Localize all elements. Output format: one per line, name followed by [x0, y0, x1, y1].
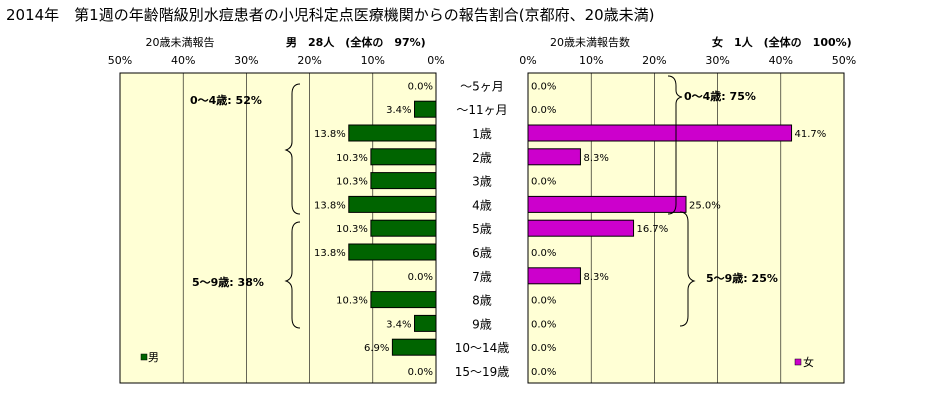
male-annotation-5-9: 5〜9歳: 38% [192, 275, 264, 289]
category-label: 10〜14歳 [455, 341, 510, 355]
category-label: 8歳 [472, 294, 492, 308]
female-bracket-0-4 [667, 75, 683, 215]
male-legend-swatch [140, 353, 148, 361]
female-header-label: 20歳未満報告数 [550, 36, 630, 49]
male-bar [348, 195, 437, 213]
female-tick-label: 40% [769, 54, 793, 67]
category-label: 7歳 [472, 270, 492, 284]
male-tick-label: 10% [361, 54, 385, 67]
data-labels: 0.0% 0.0% 3.4% 0.0% 13.8% 41.7% 10.3% 8.3% 10.3%… [314, 81, 826, 378]
female-summary: 女 1人 (全体の 100%) [712, 35, 852, 49]
female-data-label: 8.3% [583, 272, 608, 283]
female-data-label: 0.0% [531, 296, 556, 307]
male-data-label: 10.3% [336, 153, 368, 164]
category-label: 9歳 [472, 317, 492, 331]
female-bar [527, 195, 687, 213]
female-data-label: 16.7% [637, 224, 669, 235]
male-data-label: 10.3% [336, 296, 368, 307]
female-tick-label: 0% [519, 54, 536, 67]
male-tick-label: 50% [108, 54, 132, 67]
chart-title: 2014年 第1週の年齢階級別水痘患者の小児科定点医療機関からの報告割合(京都府… [6, 6, 655, 24]
female-data-label: 25.0% [689, 200, 721, 211]
male-tick-label: 20% [297, 54, 321, 67]
male-bracket-0-4 [284, 83, 301, 215]
male-annotation-0-4: 0〜4歳: 52% [190, 93, 262, 107]
male-bar [414, 100, 437, 118]
male-bracket-5-9 [284, 221, 301, 329]
male-data-label: 10.3% [336, 224, 368, 235]
category-label: 〜5ヶ月 [460, 79, 504, 93]
male-summary: 男 28人 (全体の 97%) [286, 35, 426, 49]
category-label: 2歳 [472, 151, 492, 165]
male-bar [370, 172, 437, 190]
male-bar [370, 219, 437, 237]
category-label: 6歳 [472, 246, 492, 260]
category-label: 1歳 [472, 127, 492, 141]
male-data-label: 0.0% [408, 81, 433, 92]
category-label: 15〜19歳 [455, 365, 510, 379]
male-bar [370, 291, 437, 309]
female-bracket-5-9 [679, 211, 696, 327]
female-legend-label: 女 [803, 355, 814, 369]
male-data-label: 13.8% [314, 248, 346, 259]
female-data-label: 0.0% [531, 367, 556, 378]
female-bar [527, 148, 581, 166]
female-data-label: 0.0% [531, 81, 556, 92]
female-data-label: 0.0% [531, 105, 556, 116]
male-bar [370, 148, 437, 166]
female-legend-swatch [794, 358, 802, 366]
male-bar [348, 124, 437, 142]
male-header-label: 20歳未満報告 [146, 36, 215, 49]
female-bar [527, 267, 581, 285]
category-label: 3歳 [472, 175, 492, 189]
female-data-label: 0.0% [531, 248, 556, 259]
bars [348, 100, 793, 356]
male-data-label: 0.0% [408, 367, 433, 378]
female-bar [527, 124, 793, 142]
female-data-label: 8.3% [583, 153, 608, 164]
male-tick-label: 40% [171, 54, 195, 67]
male-legend-label: 男 [148, 351, 159, 364]
category-label: 5歳 [472, 222, 492, 236]
category-label: 〜11ヶ月 [456, 103, 507, 117]
female-data-label: 0.0% [531, 177, 556, 188]
male-data-label: 3.4% [386, 105, 411, 116]
female-annotation-0-4: 0〜4歳: 75% [684, 89, 756, 103]
female-annotation-5-9: 5〜9歳: 25% [706, 271, 778, 285]
category-label: 4歳 [472, 198, 492, 212]
male-bar [414, 314, 437, 332]
male-tick-label: 30% [234, 54, 258, 67]
female-tick-label: 50% [832, 54, 856, 67]
male-bar [348, 243, 437, 261]
male-data-label: 13.8% [314, 129, 346, 140]
category-labels: 〜5ヶ月〜11ヶ月 1歳 2歳 3歳 4歳 5歳 6歳 7歳 8歳 9歳 10〜14歳 15〜19歳 [455, 79, 510, 379]
female-tick-label: 30% [705, 54, 729, 67]
male-data-label: 10.3% [336, 177, 368, 188]
female-tick-label: 20% [642, 54, 666, 67]
female-bar [527, 219, 635, 237]
female-tick-label: 10% [579, 54, 603, 67]
male-data-label: 0.0% [408, 272, 433, 283]
female-data-label: 0.0% [531, 343, 556, 354]
male-data-label: 6.9% [364, 343, 389, 354]
male-bar [391, 338, 437, 356]
axis-ticks: 50% 40% 30% 20% 10% 0% 0% 10% 20% 30% 40% 50% [108, 54, 856, 67]
male-tick-label: 0% [427, 54, 444, 67]
female-data-label: 0.0% [531, 319, 556, 330]
male-data-label: 3.4% [386, 319, 411, 330]
male-data-label: 13.8% [314, 200, 346, 211]
female-data-label: 41.7% [795, 129, 827, 140]
